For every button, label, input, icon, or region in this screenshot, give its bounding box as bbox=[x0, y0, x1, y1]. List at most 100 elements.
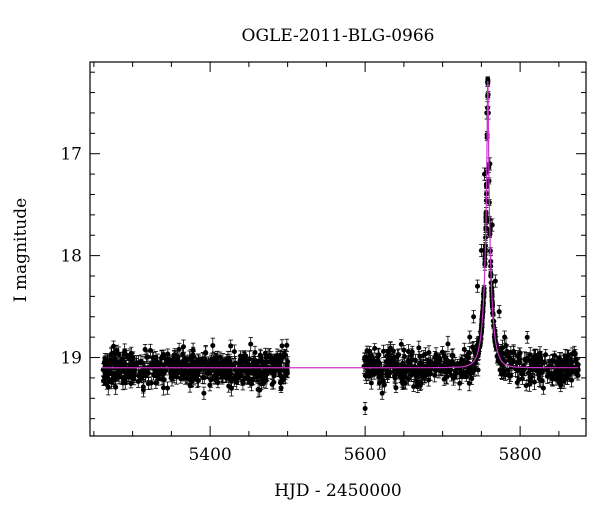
data-point bbox=[244, 375, 250, 381]
data-point bbox=[412, 357, 418, 363]
data-point bbox=[469, 366, 475, 372]
data-point bbox=[396, 352, 402, 358]
data-point bbox=[106, 360, 112, 366]
data-point bbox=[392, 373, 398, 379]
data-point bbox=[277, 371, 283, 377]
data-point bbox=[187, 367, 193, 373]
data-point bbox=[232, 367, 238, 373]
data-point bbox=[444, 360, 449, 366]
data-point bbox=[540, 385, 546, 391]
data-point bbox=[246, 356, 252, 362]
data-point bbox=[170, 360, 176, 366]
data-point bbox=[189, 377, 195, 383]
data-point bbox=[278, 385, 284, 391]
data-point bbox=[559, 367, 565, 373]
data-point bbox=[467, 334, 473, 340]
data-point bbox=[397, 367, 403, 373]
data-point bbox=[471, 314, 477, 320]
data-point bbox=[238, 360, 244, 366]
data-point bbox=[541, 359, 547, 365]
x-tick-label: 5800 bbox=[498, 445, 541, 465]
y-tick-label: 19 bbox=[60, 349, 82, 369]
data-point bbox=[209, 358, 215, 364]
data-point bbox=[387, 345, 393, 351]
data-point bbox=[444, 374, 450, 380]
data-point bbox=[149, 361, 155, 367]
data-point bbox=[526, 357, 532, 363]
data-point bbox=[536, 354, 542, 360]
data-point bbox=[499, 345, 505, 351]
data-point bbox=[461, 346, 467, 352]
data-point bbox=[129, 372, 135, 378]
data-point bbox=[204, 370, 210, 376]
data-point bbox=[472, 350, 478, 356]
data-point bbox=[433, 360, 439, 366]
data-point bbox=[220, 373, 226, 379]
data-point bbox=[426, 377, 432, 383]
data-point bbox=[539, 369, 545, 375]
data-point bbox=[224, 370, 230, 376]
data-point bbox=[201, 366, 207, 372]
data-point bbox=[111, 350, 117, 356]
data-point bbox=[194, 377, 200, 383]
data-point bbox=[385, 373, 391, 379]
x-axis-label: HJD - 2450000 bbox=[274, 481, 402, 501]
data-point bbox=[409, 368, 415, 374]
data-point bbox=[363, 355, 369, 361]
data-point bbox=[113, 375, 119, 381]
data-point bbox=[569, 369, 575, 375]
data-point bbox=[195, 363, 201, 369]
data-point bbox=[251, 358, 257, 364]
data-point bbox=[432, 355, 438, 361]
data-point bbox=[516, 377, 522, 383]
data-point bbox=[201, 390, 207, 396]
data-point bbox=[272, 357, 278, 363]
data-point bbox=[514, 353, 520, 359]
data-point bbox=[385, 360, 391, 366]
data-point bbox=[552, 371, 558, 377]
data-point bbox=[496, 309, 502, 315]
data-point bbox=[226, 383, 232, 389]
data-point bbox=[280, 354, 286, 360]
data-point bbox=[379, 390, 385, 396]
data-point bbox=[285, 359, 291, 365]
data-point bbox=[420, 363, 426, 369]
data-point bbox=[401, 347, 407, 353]
data-point bbox=[142, 347, 148, 353]
data-point bbox=[130, 357, 136, 363]
data-point bbox=[402, 354, 408, 360]
data-point bbox=[263, 355, 269, 361]
data-point bbox=[406, 376, 412, 382]
data-point bbox=[420, 353, 426, 359]
data-point bbox=[405, 358, 411, 364]
data-point bbox=[553, 360, 559, 366]
data-point bbox=[257, 387, 263, 393]
data-point bbox=[461, 370, 467, 376]
data-point bbox=[249, 381, 255, 387]
data-point bbox=[267, 359, 273, 365]
data-point bbox=[227, 359, 233, 365]
x-tick-label: 5400 bbox=[188, 445, 231, 465]
data-point bbox=[556, 376, 562, 382]
data-point bbox=[492, 278, 498, 284]
data-point bbox=[575, 367, 581, 373]
data-point bbox=[475, 367, 481, 373]
data-point bbox=[213, 357, 219, 363]
data-point bbox=[145, 370, 151, 376]
data-point bbox=[144, 354, 150, 360]
data-point bbox=[123, 370, 129, 376]
data-point bbox=[163, 356, 169, 362]
data-point bbox=[439, 349, 445, 355]
data-point bbox=[467, 370, 473, 376]
y-axis-label: I magnitude bbox=[11, 198, 31, 302]
data-point bbox=[400, 376, 406, 382]
y-tick-label: 17 bbox=[60, 145, 82, 165]
data-point bbox=[572, 358, 578, 364]
data-point bbox=[228, 343, 234, 349]
data-point bbox=[449, 372, 455, 378]
data-point bbox=[176, 346, 182, 352]
x-tick-label: 5600 bbox=[343, 445, 386, 465]
data-point bbox=[377, 360, 383, 366]
data-point bbox=[560, 377, 566, 383]
data-point bbox=[524, 334, 530, 340]
